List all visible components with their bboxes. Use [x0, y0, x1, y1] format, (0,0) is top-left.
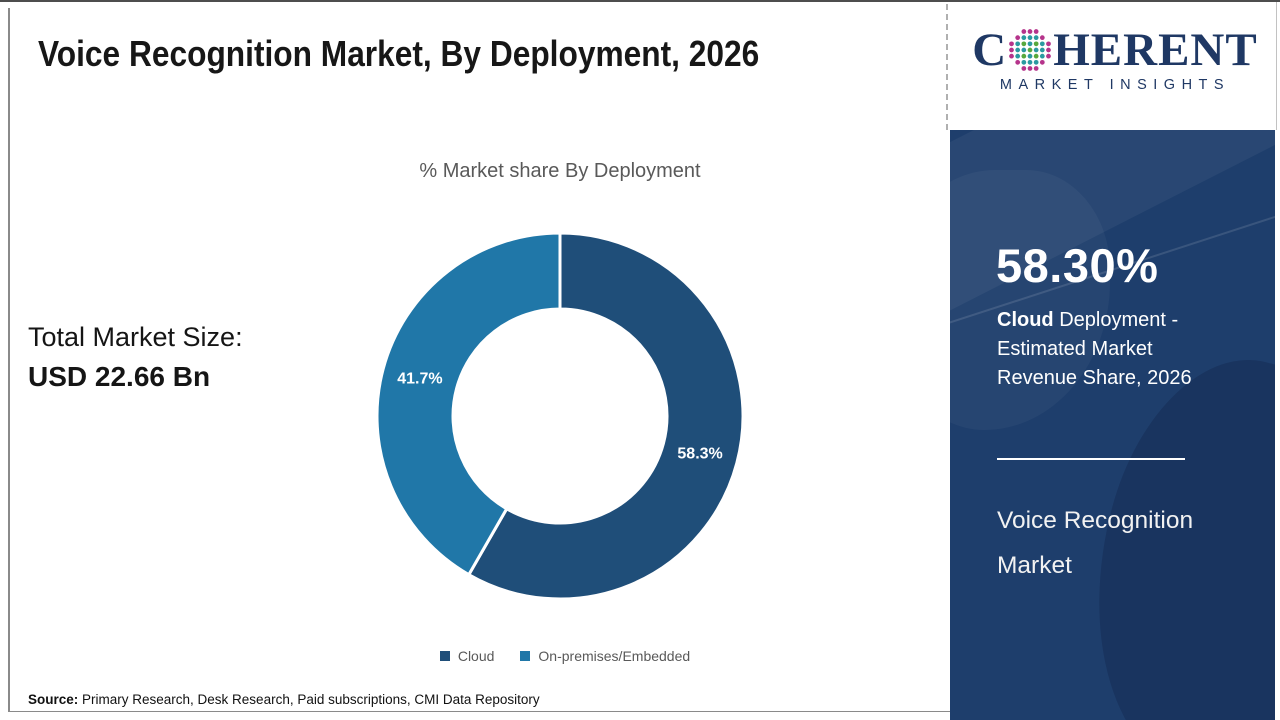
globe-dots-icon [1009, 29, 1052, 71]
brand-logo-tagline: MARKET INSIGHTS [999, 77, 1231, 93]
source-line: Source: Primary Research, Desk Research,… [28, 692, 540, 707]
source-label: Source: [28, 692, 79, 707]
legend-swatch [520, 651, 531, 661]
frame-bottom-line [8, 711, 950, 712]
page-title: Voice Recognition Market, By Deployment,… [38, 33, 760, 74]
brand-logo-letter-c: C [972, 24, 1008, 76]
panel-market-name-line2: Market [997, 552, 1072, 579]
panel-market-name: Voice Recognition Market [997, 498, 1193, 588]
frame-left-line [8, 8, 10, 712]
source-text: Primary Research, Desk Research, Paid su… [78, 692, 540, 707]
chart-title: % Market share By Deployment [419, 160, 701, 182]
panel-market-name-line1: Voice Recognition [997, 507, 1194, 534]
legend-swatch [439, 651, 450, 661]
frame-right-line [1276, 2, 1277, 130]
legend-label: Cloud [457, 648, 495, 664]
panel-stat-desc-line2: Estimated Market [997, 338, 1153, 360]
slice-data-label: 58.3% [677, 445, 722, 462]
brand-logo-word-rest: HERENT [1053, 24, 1258, 76]
panel-stat-desc-line3: Revenue Share, 2026 [997, 367, 1192, 389]
donut-slice-cloud [466, 231, 745, 601]
panel-stat-desc-bold: Cloud [997, 309, 1054, 331]
panel-divider-line [997, 458, 1185, 460]
right-info-panel: 58.30% Cloud Deployment - Estimated Mark… [950, 130, 1275, 720]
panel-stat-value: 58.30% [996, 239, 1159, 292]
logo-dashed-divider [946, 4, 948, 130]
panel-stat-description: Cloud Deployment - Estimated Market Reve… [997, 306, 1192, 393]
total-market-size-label: Total Market Size: [28, 322, 243, 352]
legend-item-cloud: Cloud [439, 648, 495, 664]
legend-label: On-premises/Embedded [538, 648, 691, 664]
panel-stat-desc-rest: Deployment - [1053, 309, 1179, 331]
frame-top-line [0, 0, 1280, 2]
slice-data-label: 41.7% [397, 371, 442, 388]
total-market-size-value: USD 22.66 Bn [28, 361, 211, 392]
legend-item-on-premises-embedded: On-premises/Embedded [520, 648, 690, 664]
brand-logo-wordmark: C HERENT [962, 26, 1268, 74]
donut-chart: 58.3% 41.7% [375, 231, 745, 601]
donut-slice-on-premises-embedded [375, 231, 562, 577]
chart-legend: Cloud On-premises/Embedded [330, 648, 800, 664]
brand-logo: C HERENT MARKET INSIGHTS [962, 26, 1268, 118]
total-market-size-block: Total Market Size: USD 22.66 Bn [28, 322, 243, 393]
